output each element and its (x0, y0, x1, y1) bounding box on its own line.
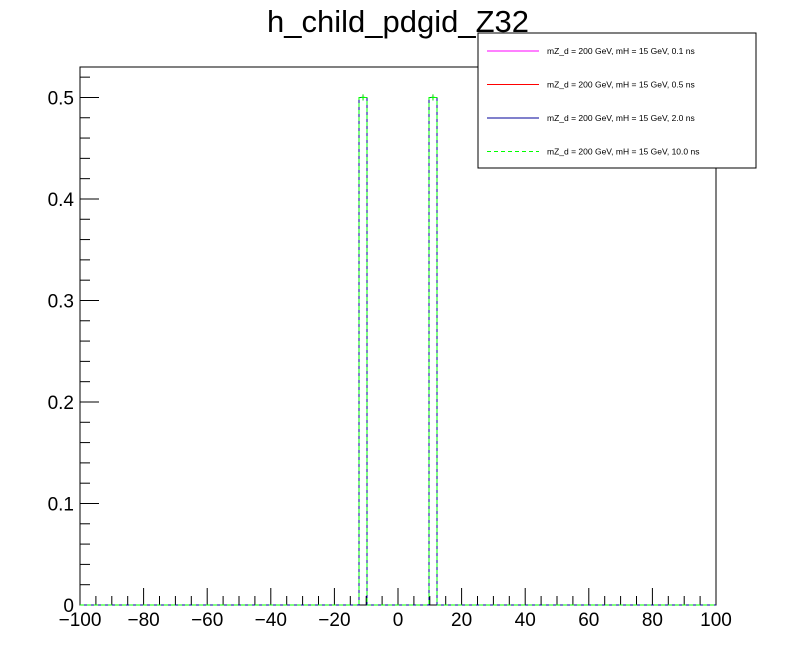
x-tick-label: −80 (127, 610, 159, 631)
x-tick-label: −60 (191, 610, 223, 631)
series-2 (80, 94, 716, 606)
y-tick-label: 0.5 (48, 88, 74, 109)
legend-label: mZ_d = 200 GeV, mH = 15 GeV, 10.0 ns (547, 147, 699, 157)
y-axis: 0 0.1 0.2 0.3 0.4 0.5 (48, 76, 99, 617)
y-tick-label: 0.2 (48, 393, 74, 414)
series-layer (80, 94, 716, 606)
x-tick-label: −20 (318, 610, 350, 631)
legend-label: mZ_d = 200 GeV, mH = 15 GeV, 2.0 ns (547, 113, 695, 123)
y-tick-label: 0.1 (48, 494, 74, 515)
x-tick-label: 40 (515, 610, 536, 631)
series-outline (80, 97, 716, 606)
series-3 (80, 94, 716, 606)
series-1 (80, 94, 716, 606)
y-tick-label: 0.4 (48, 190, 75, 211)
x-tick-label: −40 (255, 610, 287, 631)
series-outline (80, 97, 716, 606)
x-tick-label: 80 (642, 610, 663, 631)
legend-entry: mZ_d = 200 GeV, mH = 15 GeV, 2.0 ns (487, 113, 695, 123)
legend-box (477, 32, 757, 169)
legend-entry: mZ_d = 200 GeV, mH = 15 GeV, 0.1 ns (487, 46, 695, 56)
series-outline (80, 97, 716, 606)
x-tick-label: 60 (578, 610, 599, 631)
legend-label: mZ_d = 200 GeV, mH = 15 GeV, 0.1 ns (547, 46, 695, 56)
legend-label: mZ_d = 200 GeV, mH = 15 GeV, 0.5 ns (547, 80, 695, 90)
series-outline (80, 97, 716, 606)
y-tick-label: 0.3 (48, 291, 74, 312)
legend-entry: mZ_d = 200 GeV, mH = 15 GeV, 0.5 ns (487, 80, 695, 90)
legend-entry: mZ_d = 200 GeV, mH = 15 GeV, 10.0 ns (487, 147, 699, 157)
x-tick-label: 0 (393, 610, 404, 631)
x-axis: −100 −80 −60 −40 −20 0 20 40 60 80 100 (59, 588, 732, 631)
x-tick-label: 20 (451, 610, 472, 631)
legend: mZ_d = 200 GeV, mH = 15 GeV, 0.1 ns mZ_d … (477, 32, 757, 169)
series-4 (80, 94, 716, 606)
x-tick-label: −100 (59, 610, 102, 631)
y-tick-label: 0 (63, 596, 74, 617)
x-tick-label: 100 (700, 610, 732, 631)
legend-entries: mZ_d = 200 GeV, mH = 15 GeV, 0.1 ns mZ_d … (487, 46, 699, 157)
